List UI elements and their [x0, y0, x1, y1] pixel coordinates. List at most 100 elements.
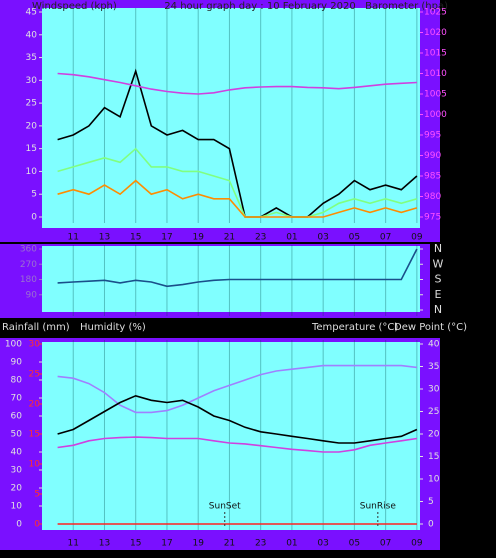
x-tick-label: 09	[411, 233, 423, 243]
x-tick-label: 01	[286, 539, 297, 549]
y-tick-label: 10	[26, 167, 38, 177]
x-tick-label: 21	[224, 233, 235, 243]
y-tick-label: 270	[20, 260, 37, 270]
y-tick-label: 30	[26, 76, 38, 86]
x-tick-label: 05	[349, 233, 360, 243]
series-line	[57, 248, 418, 288]
x-tick-label: 21	[224, 539, 235, 549]
y-axis-title: Rainfall (mm)	[2, 322, 70, 333]
plot-area	[42, 8, 420, 228]
y-tick-label: 60	[11, 412, 23, 422]
chart-title: 24 hour graph day : 10 February 2020	[164, 1, 355, 12]
annotation: SunSet	[209, 502, 241, 512]
series-line	[57, 147, 418, 218]
y2-tick-label: S	[435, 273, 442, 286]
y-tick-label: 20	[26, 121, 38, 131]
y2-tick-label: 1025	[424, 8, 447, 18]
y-tick-label: 5	[31, 190, 37, 200]
y3-tick-label: 10	[29, 460, 41, 470]
y2-tick-label: N	[434, 242, 442, 255]
y3-tick-label: 20	[29, 400, 41, 410]
x-tick-label: 07	[380, 233, 391, 243]
y2-tick-label: 30	[428, 385, 440, 395]
y2-tick-label: 25	[428, 407, 439, 417]
series-line	[57, 179, 418, 218]
y2-axis-title: Barometer (hpa)	[365, 1, 448, 12]
y-tick-label: 80	[11, 376, 23, 386]
series-line	[57, 68, 418, 218]
y3-tick-label: 5	[34, 490, 40, 500]
x-tick-label: 23	[255, 539, 266, 549]
y2-tick-label: 10	[428, 475, 440, 485]
y-tick-label: 15	[26, 144, 37, 154]
y2-tick-label: 975	[424, 213, 441, 223]
plot-area	[42, 342, 420, 530]
y2-tick-label: 40	[428, 340, 440, 350]
y2-tick-label: 1005	[424, 90, 447, 100]
x-tick-label: 11	[68, 539, 79, 549]
y-tick-label: 35	[26, 53, 37, 63]
y-tick-label: 45	[26, 8, 37, 18]
x-tick-label: 05	[349, 539, 360, 549]
x-tick-label: 19	[192, 233, 204, 243]
y2-tick-label: 15	[428, 452, 439, 462]
x-tick-label: 17	[161, 233, 172, 243]
x-tick-label: 07	[380, 539, 391, 549]
y2-tick-label: 0	[428, 520, 434, 530]
x-tick-label: 15	[130, 233, 141, 243]
annotation: SunRise	[360, 502, 397, 512]
x-tick-label: 01	[286, 233, 297, 243]
y2-tick-label: 5	[428, 497, 434, 507]
y-tick-label: 50	[11, 430, 23, 440]
y-tick-label: 0	[16, 520, 22, 530]
y-tick-label: 0	[31, 213, 37, 223]
y3-tick-label: 0	[34, 520, 40, 530]
y2-tick-label: 985	[424, 172, 441, 182]
y-tick-label: 30	[11, 466, 23, 476]
y2-axis-title: Dew Point (°C)	[394, 322, 467, 333]
x-tick-label: 03	[317, 233, 328, 243]
y-tick-label: 40	[11, 448, 23, 458]
y2-tick-label: 980	[424, 192, 441, 202]
x-tick-label: 03	[317, 539, 328, 549]
x-tick-label: 17	[161, 539, 172, 549]
y2-tick-label: N	[434, 303, 442, 316]
x-tick-label: 13	[99, 233, 110, 243]
y-tick-label: 180	[20, 275, 37, 285]
y2-tick-label: 20	[428, 430, 440, 440]
y2-tick-label: 1010	[424, 69, 447, 79]
x-tick-label: 15	[130, 539, 141, 549]
y3-tick-label: 30	[29, 340, 41, 350]
y2-tick-label: 35	[428, 362, 439, 372]
y-tick-label: 40	[26, 30, 38, 40]
y2-tick-label: 1000	[424, 110, 447, 120]
y2-tick-label: 1020	[424, 28, 447, 38]
x-tick-label: 13	[99, 539, 110, 549]
x-tick-label: 23	[255, 233, 266, 243]
y-tick-label: 100	[5, 340, 22, 350]
y-tick-label: 90	[11, 358, 23, 368]
y-tick-label: 70	[11, 394, 23, 404]
y2-tick-label: W	[433, 257, 444, 270]
y-tick-label: 25	[26, 99, 37, 109]
y-tick-label: 90	[26, 290, 38, 300]
y2-axis-title: Temperature (°C)	[311, 322, 398, 333]
y2-tick-label: E	[435, 288, 442, 301]
y3-tick-label: 15	[29, 430, 40, 440]
x-tick-label: 09	[411, 539, 423, 549]
x-tick-label: 11	[68, 233, 79, 243]
series-line	[57, 394, 418, 444]
y-tick-label: 360	[20, 245, 37, 255]
series-line	[57, 436, 418, 453]
y2-tick-label: 995	[424, 131, 441, 141]
x-tick-label: 19	[192, 539, 204, 549]
y-tick-label: 10	[11, 502, 23, 512]
y3-tick-label: 25	[29, 370, 40, 380]
y-axis-title: Windspeed (kph)	[32, 1, 117, 12]
series-line	[57, 72, 417, 95]
y2-tick-label: 990	[424, 151, 441, 161]
y-axis-title: Humidity (%)	[80, 322, 146, 333]
y2-tick-label: 1015	[424, 49, 447, 59]
y-tick-label: 20	[11, 484, 23, 494]
